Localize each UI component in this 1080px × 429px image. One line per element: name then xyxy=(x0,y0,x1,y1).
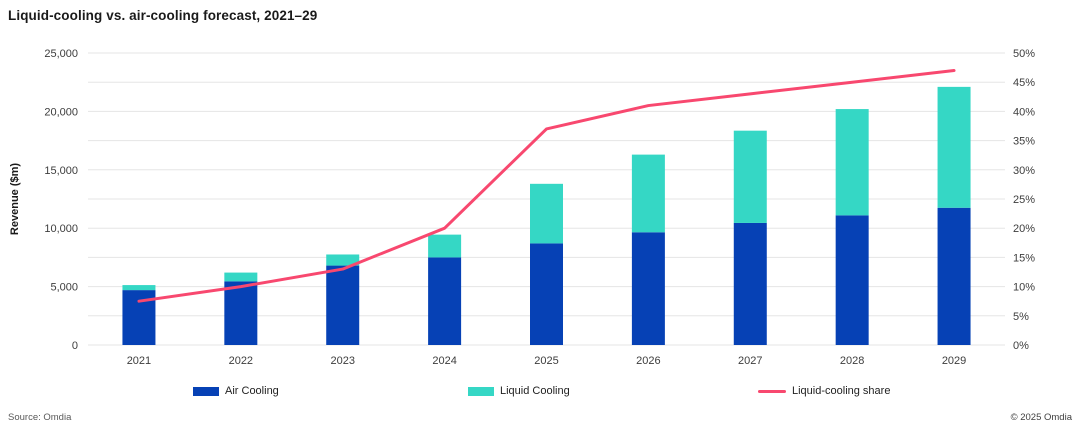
liquid-cooling-share-line xyxy=(137,69,956,303)
bar-liquid-cooling-2025 xyxy=(530,183,563,244)
bar-air-cooling-2025 xyxy=(530,243,563,345)
x-axis-label: 2023 xyxy=(330,355,354,367)
bar-liquid-cooling-2023 xyxy=(326,254,360,266)
right-axis-tick: 45% xyxy=(1013,77,1035,89)
left-axis-tick: 10,000 xyxy=(44,223,78,235)
right-axis-tick: 35% xyxy=(1013,136,1035,148)
right-axis-tick: 40% xyxy=(1013,106,1035,118)
liquid-cooling-share-swatch xyxy=(758,389,786,393)
right-axis-tick: 30% xyxy=(1013,165,1035,177)
air-cooling-swatch xyxy=(193,386,219,396)
x-axis-label: 2021 xyxy=(127,355,151,367)
right-axis-tick: 20% xyxy=(1013,223,1035,235)
x-axis-label: 2022 xyxy=(229,355,253,367)
copyright-note: © 2025 Omdia xyxy=(1010,412,1072,423)
right-axis-tick: 5% xyxy=(1013,311,1029,323)
bar-liquid-cooling-2027 xyxy=(733,130,767,223)
liquid-cooling-swatch xyxy=(468,386,494,396)
bar-air-cooling-2027 xyxy=(733,222,767,345)
bar-air-cooling-2024 xyxy=(428,257,462,345)
legend-item-liquid-cooling: Liquid Cooling xyxy=(468,385,570,397)
x-axis-label: 2027 xyxy=(738,355,762,367)
legend-label-liquid-cooling: Liquid Cooling xyxy=(500,385,570,397)
chart-title: Liquid-cooling vs. air-cooling forecast,… xyxy=(8,8,318,23)
right-axis-tick: 50% xyxy=(1013,48,1035,60)
x-axis-label: 2025 xyxy=(534,355,558,367)
bar-liquid-cooling-2021 xyxy=(122,285,156,291)
legend-label-liquid-cooling-share: Liquid-cooling share xyxy=(792,385,891,397)
left-axis-tick: 25,000 xyxy=(44,48,78,60)
left-axis-tick: 5,000 xyxy=(50,282,78,294)
legend: Air Cooling Liquid Cooling Liquid-coolin… xyxy=(0,385,1080,401)
left-axis-tick: 0 xyxy=(72,340,78,352)
right-axis-tick: 0% xyxy=(1013,340,1029,352)
bar-air-cooling-2023 xyxy=(326,265,360,345)
bar-liquid-cooling-2029 xyxy=(937,86,971,208)
bar-air-cooling-2026 xyxy=(631,232,665,345)
chart-plot-area: 0 5,000 10,000 15,000 20,000 25,000 0% 5% 10% 15%… xyxy=(9,48,1035,367)
bar-air-cooling-2028 xyxy=(835,215,869,345)
right-axis-tick: 25% xyxy=(1013,194,1035,206)
x-axis-label: 2028 xyxy=(840,355,864,367)
x-axis-label: 2029 xyxy=(942,355,966,367)
legend-item-air-cooling: Air Cooling xyxy=(193,385,279,397)
left-axis-tick: 20,000 xyxy=(44,106,78,118)
bar-air-cooling-2022 xyxy=(224,281,258,345)
bar-liquid-cooling-2024 xyxy=(428,234,462,258)
bar-liquid-cooling-2028 xyxy=(835,109,869,216)
bar-liquid-cooling-2026 xyxy=(631,154,665,233)
x-axis-label: 2024 xyxy=(432,355,456,367)
legend-item-liquid-cooling-share: Liquid-cooling share xyxy=(758,385,890,397)
bar-liquid-cooling-2022 xyxy=(224,272,258,282)
bar-air-cooling-2029 xyxy=(937,207,971,345)
x-axis-label: 2026 xyxy=(636,355,660,367)
left-axis-tick: 15,000 xyxy=(44,165,78,177)
legend-label-air-cooling: Air Cooling xyxy=(225,385,279,397)
right-axis-tick: 15% xyxy=(1013,252,1035,264)
right-axis-tick: 10% xyxy=(1013,282,1035,294)
left-axis-title: Revenue ($m) xyxy=(9,163,21,235)
source-note: Source: Omdia xyxy=(8,412,72,423)
